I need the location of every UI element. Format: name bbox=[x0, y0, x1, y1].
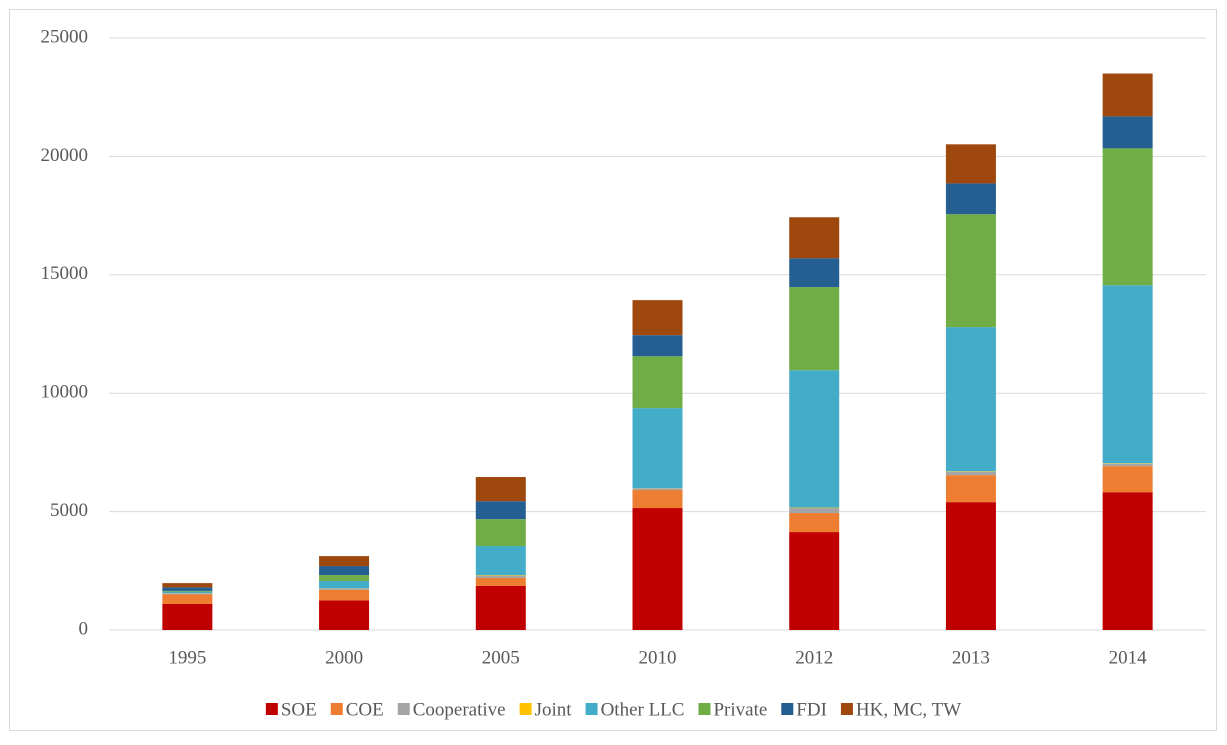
x-tick-label: 2013 bbox=[952, 647, 990, 668]
bar-segment bbox=[789, 370, 839, 507]
bar-segment bbox=[1103, 285, 1153, 463]
y-tick-label: 10000 bbox=[41, 382, 89, 403]
bar-segment bbox=[476, 546, 526, 575]
bar-segment bbox=[162, 594, 212, 603]
bar-segment bbox=[946, 144, 996, 183]
bar-segment bbox=[476, 501, 526, 519]
legend-label: COE bbox=[346, 699, 384, 720]
legend-swatch bbox=[698, 703, 710, 715]
legend-swatch bbox=[266, 703, 278, 715]
bar-segment bbox=[946, 502, 996, 630]
bar-segment bbox=[162, 604, 212, 630]
bar-segment bbox=[319, 589, 369, 590]
legend-label: SOE bbox=[281, 699, 317, 720]
bar-segment bbox=[319, 590, 369, 601]
bar-segment bbox=[162, 593, 212, 594]
legend-label: Cooperative bbox=[413, 699, 506, 720]
bar-segment bbox=[162, 592, 212, 593]
bar-segment bbox=[946, 183, 996, 214]
bar-segment bbox=[162, 583, 212, 587]
legend-label: Other LLC bbox=[601, 699, 685, 720]
bar-segment bbox=[1103, 492, 1153, 630]
legend-label: Joint bbox=[535, 699, 573, 720]
bar-segment bbox=[789, 287, 839, 370]
x-tick-label: 2014 bbox=[1109, 647, 1148, 668]
bar-segment bbox=[319, 575, 369, 581]
bar-segment bbox=[319, 581, 369, 588]
bar-segment bbox=[476, 477, 526, 501]
legend-swatch bbox=[520, 703, 532, 715]
legend-swatch bbox=[781, 703, 793, 715]
bar-segment bbox=[789, 513, 839, 532]
legend-label: HK, MC, TW bbox=[856, 699, 961, 720]
bar-segment bbox=[162, 587, 212, 591]
y-tick-label: 20000 bbox=[41, 145, 89, 166]
legend-label: FDI bbox=[796, 699, 827, 720]
y-tick-label: 5000 bbox=[50, 500, 88, 521]
bar-segment bbox=[946, 327, 996, 471]
bar-segment bbox=[789, 258, 839, 287]
legend-label: Private bbox=[713, 699, 767, 720]
bar-segment bbox=[1103, 464, 1153, 466]
bar-segment bbox=[476, 519, 526, 546]
x-tick-label: 1995 bbox=[168, 647, 206, 668]
x-tick-label: 2000 bbox=[325, 647, 363, 668]
bar-segment bbox=[1103, 116, 1153, 148]
bar-segment bbox=[1103, 148, 1153, 285]
bar-segment bbox=[633, 408, 683, 488]
y-tick-label: 25000 bbox=[41, 26, 89, 47]
x-tick-label: 2012 bbox=[795, 647, 833, 668]
bar-segment bbox=[946, 472, 996, 475]
bar-segment bbox=[946, 475, 996, 502]
legend-swatch bbox=[331, 703, 343, 715]
bar-segment bbox=[789, 217, 839, 258]
bar-segment bbox=[1103, 466, 1153, 492]
bar-segment bbox=[1103, 74, 1153, 117]
x-tick-label: 2010 bbox=[639, 647, 677, 668]
bar-segment bbox=[946, 214, 996, 327]
y-tick-label: 0 bbox=[79, 618, 89, 639]
bar-segment bbox=[633, 490, 683, 508]
legend-swatch bbox=[841, 703, 853, 715]
legend-swatch bbox=[586, 703, 598, 715]
bar-segment bbox=[476, 578, 526, 586]
bar-segment bbox=[319, 556, 369, 566]
bar-segment bbox=[633, 300, 683, 335]
bar-segment bbox=[789, 532, 839, 630]
bar-segment bbox=[476, 586, 526, 630]
bar-segment bbox=[633, 508, 683, 630]
bar-segment bbox=[476, 576, 526, 578]
x-tick-label: 2005 bbox=[482, 647, 520, 668]
bar-segment bbox=[319, 600, 369, 630]
bar-segment bbox=[319, 566, 369, 575]
legend-swatch bbox=[398, 703, 410, 715]
bar-segment bbox=[633, 356, 683, 408]
bar-segment bbox=[789, 508, 839, 513]
bar-segment bbox=[633, 488, 683, 490]
y-tick-label: 15000 bbox=[41, 263, 89, 284]
bar-segment bbox=[162, 591, 212, 592]
bar-segment bbox=[633, 335, 683, 356]
